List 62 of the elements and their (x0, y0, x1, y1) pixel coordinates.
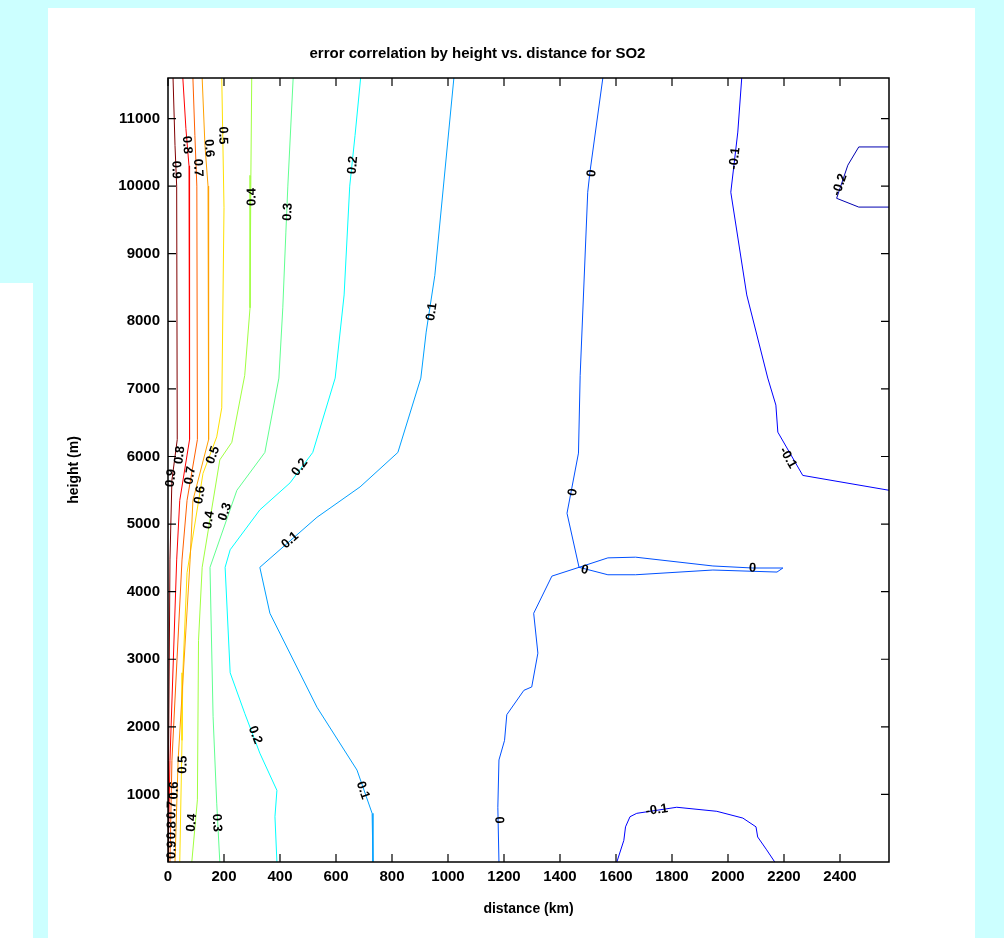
x-axis-title: distance (km) (483, 900, 574, 917)
x-tick-label: 800 (379, 867, 405, 885)
annotation: 0.4 (182, 812, 200, 833)
x-tick-label: 0 (163, 867, 173, 885)
annotation: 0.9 (161, 468, 179, 488)
annotation: 0 (579, 560, 591, 578)
annotation: 0.3 (209, 813, 226, 833)
annotation: -0.1 (776, 443, 801, 471)
annotation: 0 (583, 168, 599, 178)
annotation: 0.3 (279, 202, 295, 222)
annotation: 0.8 (170, 445, 188, 465)
x-tick-label: 1400 (543, 867, 577, 885)
y-tick-label: 8000 (126, 311, 160, 329)
annotation: 0.4 (199, 508, 217, 530)
y-tick-label: 3000 (126, 649, 160, 667)
annotation: 0.7 (180, 465, 199, 486)
x-tick-label: 2000 (711, 867, 745, 885)
y-tick-label: 11000 (119, 108, 160, 126)
x-tick-label: 2200 (767, 867, 801, 885)
annotation: 0.4 (243, 187, 259, 207)
y-tick-label: 7000 (126, 379, 160, 397)
annotation: 0.3 (214, 500, 235, 523)
annotation: 0 (492, 816, 508, 824)
annotation: 0.2 (245, 723, 267, 746)
annotation: 0.1 (422, 301, 440, 322)
y-axis-title: height (m) (65, 436, 82, 504)
x-tick-label: 1200 (487, 867, 521, 885)
y-tick-label: 4000 (126, 581, 160, 599)
annotation: 0.5 (174, 755, 190, 774)
annotation: 0.1 (353, 779, 374, 802)
y-tick-label: 2000 (126, 716, 160, 734)
y-tick-label: 9000 (126, 243, 160, 261)
y-tick-label: 10000 (118, 176, 160, 194)
x-tick-label: 1800 (655, 867, 689, 885)
x-tick-label: 2400 (823, 867, 857, 885)
annotation: 0.6 (201, 138, 218, 158)
chart-title: error correlation by height vs. distance for SO2 (309, 44, 646, 62)
annotation: 0.7 (163, 800, 179, 820)
y-tick-label: 5000 (126, 514, 160, 532)
x-tick-label: 1000 (431, 867, 465, 885)
x-tick-label: 1600 (599, 867, 633, 885)
annotation: 0.7 (191, 158, 207, 178)
annotation: 0.2 (287, 455, 311, 479)
annotation: -0.1 (644, 799, 669, 819)
annotation: 0.5 (216, 126, 232, 145)
annotation: 0.9 (163, 840, 179, 859)
annotation: 0.1 (277, 528, 302, 552)
x-tick-label: 600 (323, 867, 349, 885)
annotation: 0.5 (202, 443, 223, 466)
annotation: -0.1 (725, 146, 743, 171)
annotation: 0.2 (343, 155, 361, 175)
annotation: 0.6 (190, 484, 208, 505)
y-tick-label: 1000 (126, 784, 160, 802)
x-tick-label: 400 (267, 867, 293, 885)
annotation: 0 (563, 487, 581, 498)
annotation: -0.2 (828, 171, 850, 198)
annotation: 0.8 (179, 135, 197, 155)
x-tick-label: 200 (211, 867, 237, 885)
annotation: 0.9 (169, 160, 185, 180)
y-tick-label: 6000 (126, 446, 160, 464)
annotation: 0 (748, 559, 757, 575)
annotation: 0.8 (163, 821, 179, 840)
